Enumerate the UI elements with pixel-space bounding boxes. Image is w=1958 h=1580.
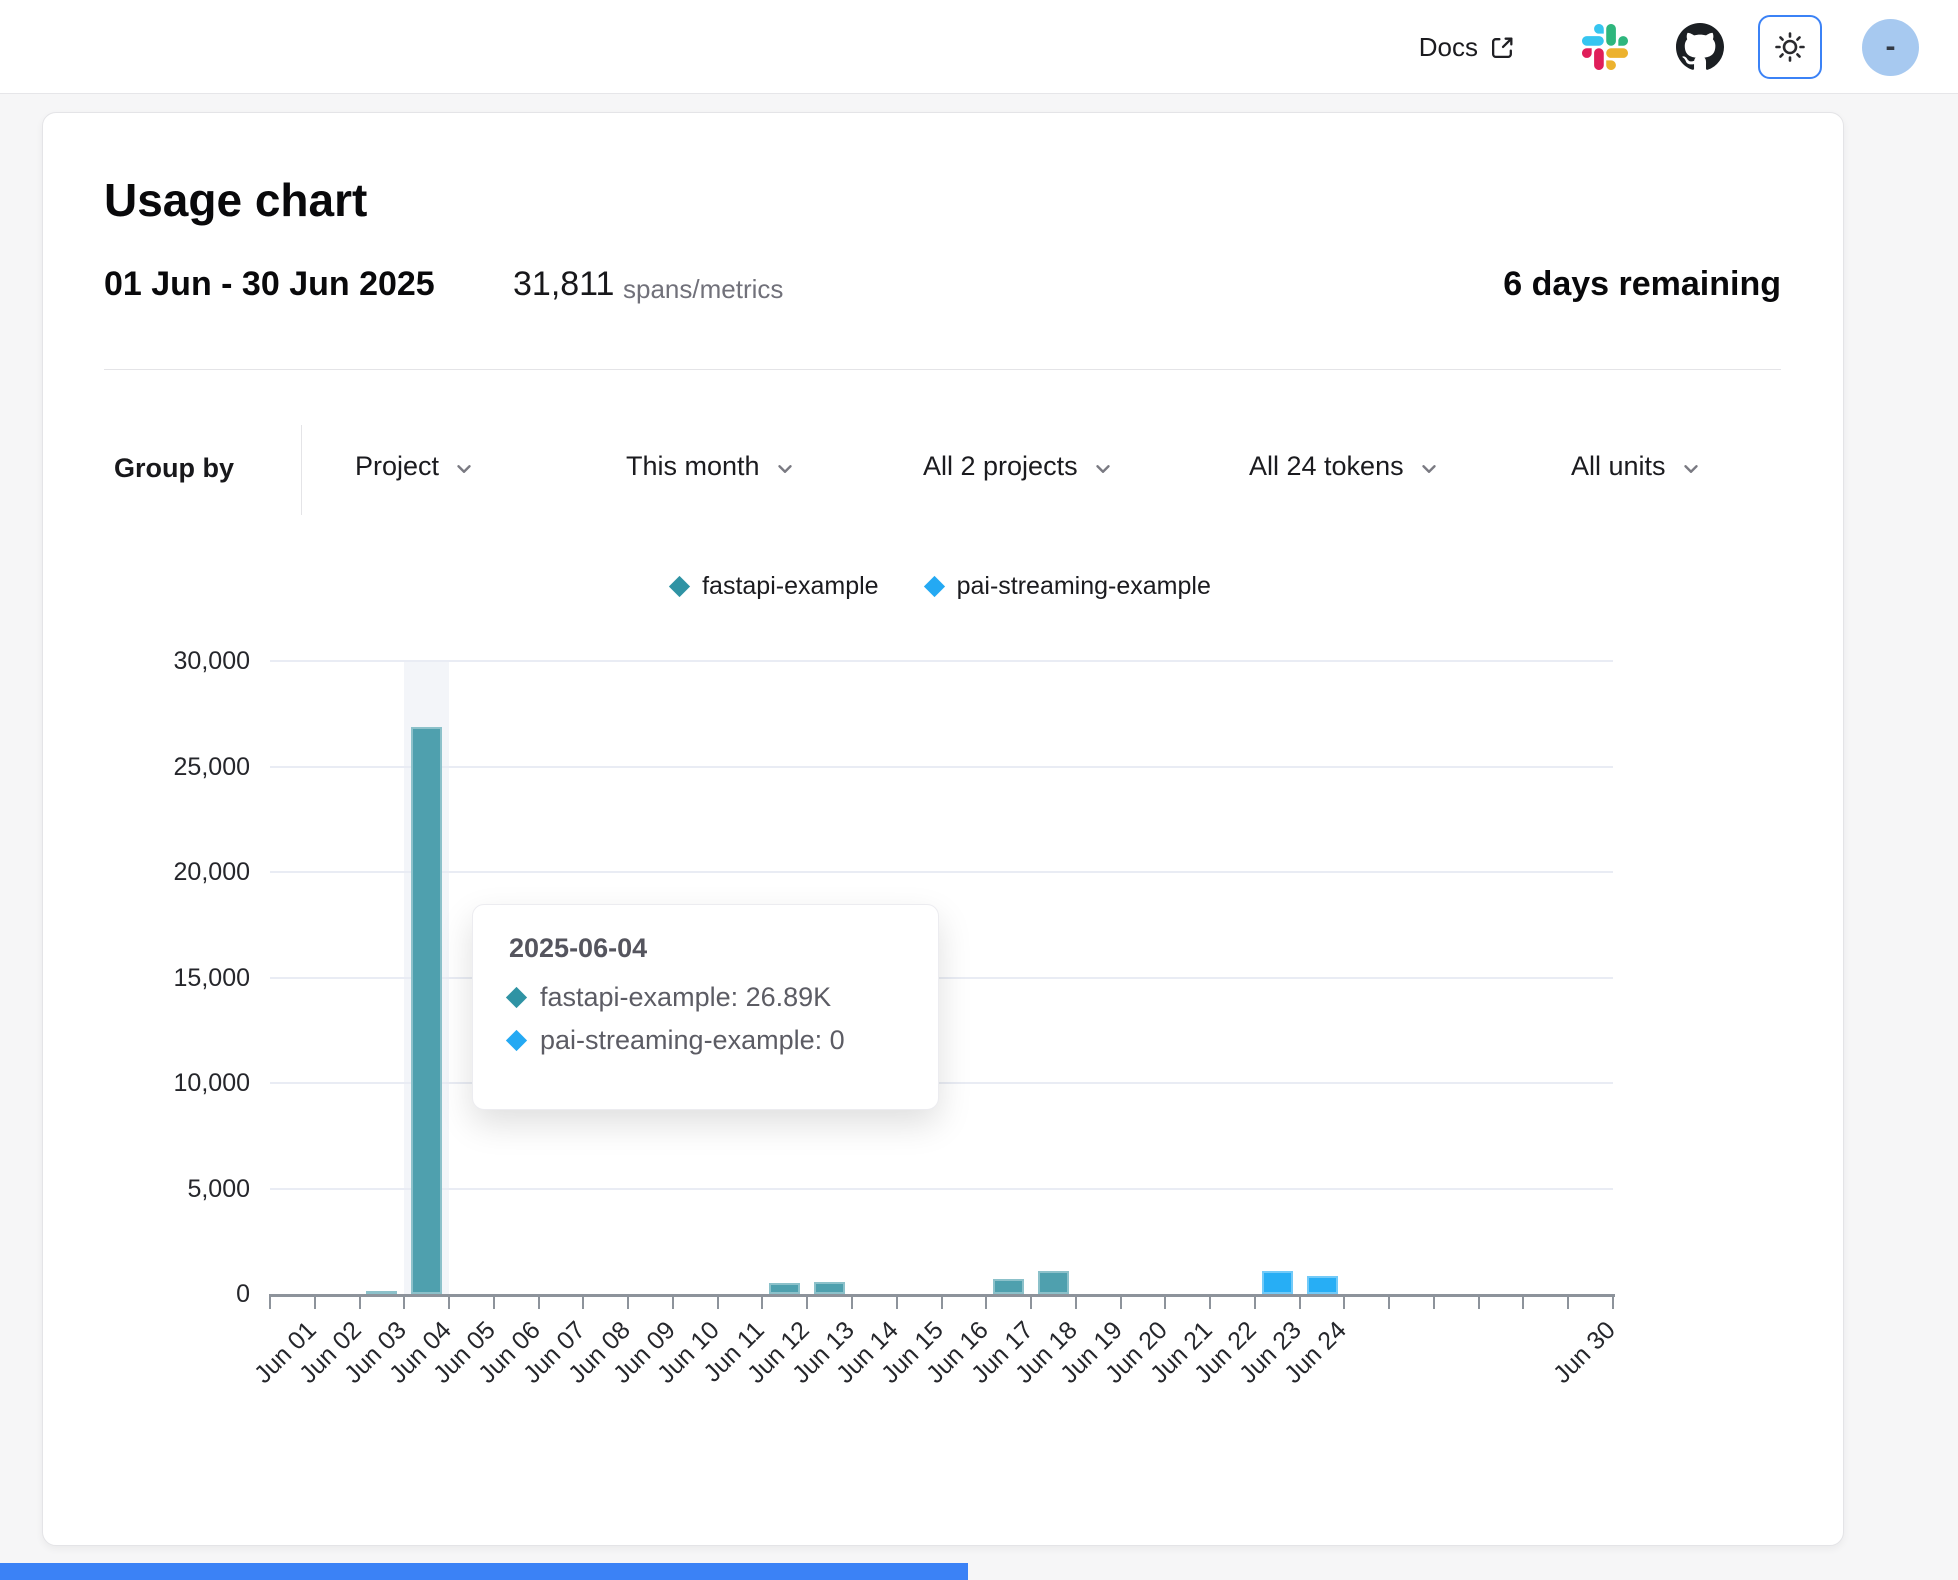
legend-diamond-icon [669,575,690,596]
topbar-actions: Docs [1419,0,1919,94]
dropdown-label: All 24 tokens [1249,451,1404,482]
bottom-strip [0,1563,968,1580]
tooltip-diamond-icon [506,987,527,1008]
usage-card: Usage chart 01 Jun - 30 Jun 2025 31,811 … [42,112,1844,1546]
theme-toggle-button[interactable] [1758,15,1822,79]
legend-item-fastapi-example[interactable]: fastapi-example [672,572,878,601]
group-by-label: Group by [114,453,234,484]
date-range: 01 Jun - 30 Jun 2025 [104,265,435,304]
chevron-down-icon [1092,458,1114,480]
page: Docs [0,0,1958,1580]
chart-tooltip: 2025-06-04 fastapi-example: 26.89K pai-st… [472,904,939,1110]
tooltip-row-text: pai-streaming-example: 0 [540,1025,845,1056]
days-remaining: 6 days remaining [1503,265,1781,304]
legend-label: fastapi-example [702,572,878,601]
tooltip-row-pai-streaming-example: pai-streaming-example: 0 [509,1025,902,1056]
dropdown-period[interactable]: This month [626,451,796,482]
dropdown-tokens[interactable]: All 24 tokens [1249,451,1440,482]
avatar-label: - [1886,30,1896,64]
legend-item-pai-streaming-example[interactable]: pai-streaming-example [927,572,1211,601]
dropdown-label: All 2 projects [923,451,1078,482]
top-bar: Docs [0,0,1958,94]
usage-total-unit: spans/metrics [623,274,783,305]
dropdown-group-by[interactable]: Project [355,451,475,482]
dropdown-label: All units [1571,451,1666,482]
tooltip-row-text: fastapi-example: 26.89K [540,982,831,1013]
docs-label: Docs [1419,32,1478,63]
tooltip-date: 2025-06-04 [509,933,902,964]
chevron-down-icon [453,458,475,480]
legend-label: pai-streaming-example [957,572,1211,601]
dropdown-projects[interactable]: All 2 projects [923,451,1114,482]
external-link-icon [1489,34,1516,61]
page-title: Usage chart [104,173,367,227]
tooltip-diamond-icon [506,1030,527,1051]
dropdown-units[interactable]: All units [1571,451,1702,482]
chevron-down-icon [774,458,796,480]
usage-total: 31,811 [513,265,614,304]
chevron-down-icon [1418,458,1440,480]
github-icon[interactable] [1676,23,1724,71]
legend-diamond-icon [923,575,944,596]
dropdown-label: This month [626,451,760,482]
sun-icon [1773,30,1807,64]
divider [301,425,302,515]
divider [104,369,1781,370]
chart-legend: fastapi-example pai-streaming-example [270,570,1613,602]
dropdown-label: Project [355,451,439,482]
docs-link[interactable]: Docs [1419,32,1516,63]
chevron-down-icon [1680,458,1702,480]
avatar[interactable]: - [1862,19,1919,76]
slack-icon[interactable] [1582,24,1628,70]
tooltip-row-fastapi-example: fastapi-example: 26.89K [509,982,902,1013]
